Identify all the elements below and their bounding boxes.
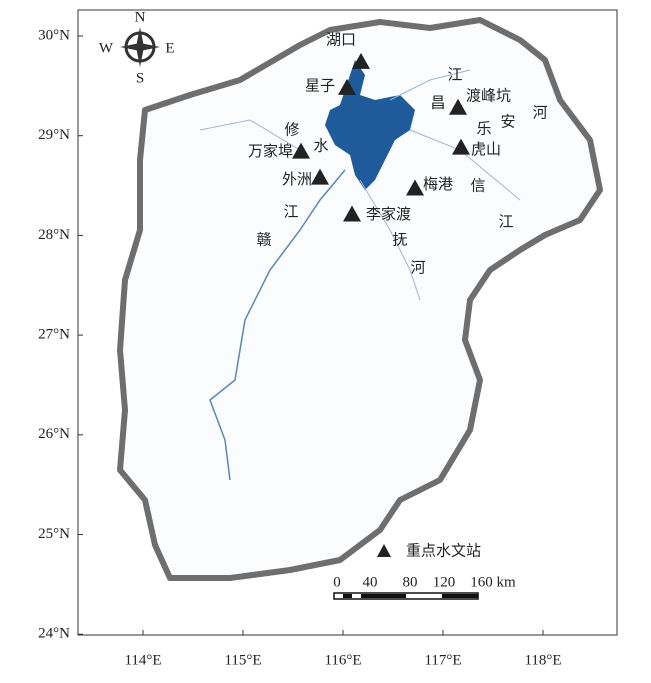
river-label: 河	[532, 104, 547, 122]
station-marker	[311, 168, 329, 185]
scale-label: 40	[363, 574, 378, 590]
y-tick-label: 28°N	[38, 227, 70, 243]
scale-bar	[333, 592, 479, 600]
river-label: 修	[284, 121, 299, 139]
river-label: 河	[410, 259, 425, 277]
river-label: 昌	[430, 94, 445, 112]
y-tick-label: 27°N	[38, 327, 70, 343]
river-label: 江	[447, 66, 462, 84]
compass-letter: W	[99, 40, 114, 56]
ganjiang-river	[209, 169, 346, 481]
y-tick-label: 24°N	[38, 626, 70, 642]
scale-label: 80	[403, 574, 418, 590]
y-tick-label: 25°N	[38, 526, 70, 542]
compass	[120, 27, 160, 67]
y-tick-label: 29°N	[38, 127, 70, 143]
station-marker	[452, 138, 470, 155]
station-marker	[406, 179, 424, 196]
x-tick-label: 117°E	[424, 652, 461, 668]
station-label: 渡峰坑	[466, 86, 511, 104]
y-tick-label: 26°N	[38, 426, 70, 442]
river-label: 赣	[256, 231, 271, 249]
river-label: 乐	[476, 120, 491, 138]
station-marker	[343, 205, 361, 222]
x-tick-label: 115°E	[224, 652, 261, 668]
compass-letter: N	[135, 9, 146, 25]
station-label: 星子	[305, 76, 335, 94]
station-label: 万家埠	[248, 142, 293, 160]
scale-label: 120	[433, 574, 456, 590]
scale-label: 0	[333, 574, 341, 590]
station-marker	[449, 98, 467, 115]
river-label: 信	[470, 177, 485, 195]
station-label: 虎山	[471, 140, 501, 158]
station-marker	[292, 142, 310, 159]
river-label: 江	[498, 213, 513, 231]
station-marker	[338, 78, 356, 95]
scale-label: 160 km	[470, 574, 516, 590]
station-marker	[352, 52, 370, 69]
station-label: 湖口	[326, 30, 356, 48]
x-tick-label: 118°E	[524, 652, 561, 668]
legend-marker	[377, 544, 391, 557]
station-label: 外洲	[282, 170, 312, 188]
x-tick-label: 114°E	[124, 652, 161, 668]
legend-label: 重点水文站	[406, 542, 481, 560]
station-label: 李家渡	[366, 205, 411, 223]
compass-letter: E	[165, 40, 174, 56]
river-label: 江	[283, 203, 298, 221]
province-boundary	[117, 17, 603, 581]
y-tick-label: 30°N	[38, 27, 70, 43]
river-label: 水	[313, 137, 328, 155]
x-tick-label: 116°E	[324, 652, 361, 668]
compass-letter: S	[136, 70, 144, 86]
station-label: 梅港	[423, 175, 453, 193]
river-label: 抚	[392, 231, 407, 249]
river-label: 安	[500, 113, 515, 131]
